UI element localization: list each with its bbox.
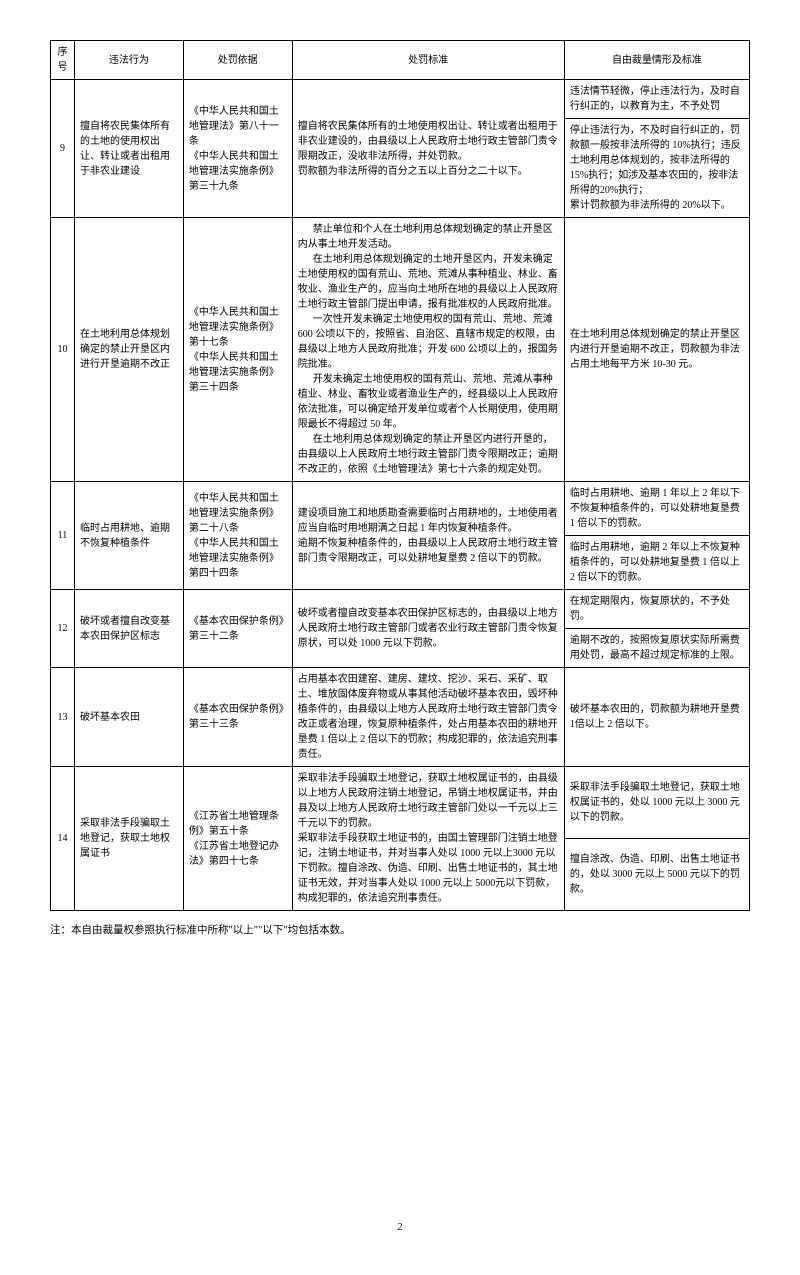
header-standard: 处罚标准 [292,41,564,80]
table-row: 11 临时占用耕地、逾期不恢复种植条件 《中华人民共和国土地管理法实施条例》第二… [51,482,750,536]
cell-standard: 擅自将农民集体所有的土地使用权出让、转让或者出租用于非农业建设的，由县级以上人民… [292,80,564,218]
cell-basis: 《基本农田保护条例》第三十三条 [183,668,292,767]
cell-basis: 《基本农田保护条例》第三十二条 [183,590,292,668]
header-discretion: 自由裁量情形及标准 [564,41,749,80]
page-number: 2 [50,1219,750,1236]
cell-act: 在土地利用总体规划确定的禁止开垦区内进行开垦逾期不改正 [74,218,183,482]
cell-seq: 10 [51,218,75,482]
cell-discretion: 违法情节轻微，停止违法行为，及时自行纠正的，以教育为主，不予处罚 [564,80,749,119]
cell-standard: 占用基本农田建窑、建房、建坟、挖沙、采石、采矿、取土、堆放固体废弃物或从事其他活… [292,668,564,767]
cell-discretion: 破坏基本农田的，罚款额为耕地开垦费 1倍以上 2 倍以下。 [564,668,749,767]
cell-act: 破坏基本农田 [74,668,183,767]
cell-discretion: 逾期不改的，按照恢复原状实际所需费用处罚，最高不超过规定标准的上限。 [564,629,749,668]
cell-basis: 《江苏省土地管理条例》第五十条《江苏省土地登记办法》第四十七条 [183,767,292,911]
cell-standard: 采取非法手段骗取土地登记，获取土地权属证书的，由县级以上地方人民政府注销土地登记… [292,767,564,911]
cell-seq: 13 [51,668,75,767]
cell-basis: 《中华人民共和国土地管理法实施条例》第十七条《中华人民共和国土地管理法实施条例》… [183,218,292,482]
cell-act: 临时占用耕地、逾期不恢复种植条件 [74,482,183,590]
cell-discretion: 采取非法手段骗取土地登记，获取土地权属证书的，处以 1000 元以上 3000 … [564,767,749,839]
cell-discretion: 临时占用耕地，逾期 2 年以上不恢复种植条件的，可以处耕地复垦费 1 倍以上 2… [564,536,749,590]
cell-seq: 9 [51,80,75,218]
table-row: 12 破坏或者擅自改变基本农田保护区标志 《基本农田保护条例》第三十二条 破坏或… [51,590,750,629]
cell-basis: 《中华人民共和国土地管理法》第八十一条《中华人民共和国土地管理法实施条例》第三十… [183,80,292,218]
cell-act: 擅自将农民集体所有的土地的使用权出让、转让或者出租用于非农业建设 [74,80,183,218]
table-row: 14 采取非法手段骗取土地登记，获取土地权属证书 《江苏省土地管理条例》第五十条… [51,767,750,839]
table-row: 9 擅自将农民集体所有的土地的使用权出让、转让或者出租用于非农业建设 《中华人民… [51,80,750,119]
table-header-row: 序号 违法行为 处罚依据 处罚标准 自由裁量情形及标准 [51,41,750,80]
cell-basis: 《中华人民共和国土地管理法实施条例》第二十八条《中华人民共和国土地管理法实施条例… [183,482,292,590]
header-act: 违法行为 [74,41,183,80]
cell-discretion: 临时占用耕地、逾期 1 年以上 2 年以下不恢复种植条件的，可以处耕地复垦费 1… [564,482,749,536]
cell-discretion: 停止违法行为，不及时自行纠正的，罚款额一般按非法所得的 10%执行；违反土地利用… [564,119,749,218]
header-seq: 序号 [51,41,75,80]
table-row: 10 在土地利用总体规划确定的禁止开垦区内进行开垦逾期不改正 《中华人民共和国土… [51,218,750,482]
cell-seq: 14 [51,767,75,911]
penalty-table: 序号 违法行为 处罚依据 处罚标准 自由裁量情形及标准 9 擅自将农民集体所有的… [50,40,750,911]
cell-standard: 破坏或者擅自改变基本农田保护区标志的，由县级以上地方人民政府土地行政主管部门或者… [292,590,564,668]
cell-standard: 禁止单位和个人在土地利用总体规划确定的禁止开垦区内从事土地开发活动。 在土地利用… [292,218,564,482]
table-row: 13 破坏基本农田 《基本农田保护条例》第三十三条 占用基本农田建窑、建房、建坟… [51,668,750,767]
cell-discretion: 擅自涂改、伪造、印刷、出售土地证书的，处以 3000 元以上 5000 元以下的… [564,839,749,911]
cell-act: 破坏或者擅自改变基本农田保护区标志 [74,590,183,668]
header-basis: 处罚依据 [183,41,292,80]
cell-standard: 建设项目施工和地质勘查需要临时占用耕地的，土地使用者应当自临时用地期满之日起 1… [292,482,564,590]
cell-discretion: 在规定期限内，恢复原状的，不予处罚。 [564,590,749,629]
cell-discretion: 在土地利用总体规划确定的禁止开垦区内进行开垦逾期不改正，罚款额为非法占用土地每平… [564,218,749,482]
cell-act: 采取非法手段骗取土地登记，获取土地权属证书 [74,767,183,911]
footnote: 注：本自由裁量权参照执行标准中所称"以上""以下"均包括本数。 [50,923,750,939]
cell-seq: 12 [51,590,75,668]
cell-seq: 11 [51,482,75,590]
